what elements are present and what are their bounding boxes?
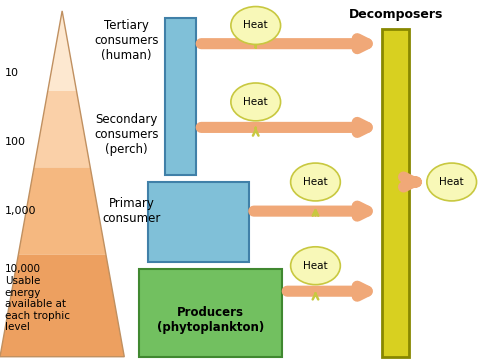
Text: Heat: Heat	[303, 261, 328, 271]
Circle shape	[291, 163, 340, 201]
Text: 100: 100	[5, 137, 26, 147]
Text: Primary
consumer: Primary consumer	[102, 197, 161, 225]
Text: Heat: Heat	[243, 97, 268, 107]
Text: Producers
(phytoplankton): Producers (phytoplankton)	[157, 306, 264, 334]
Polygon shape	[48, 11, 76, 91]
Bar	[139, 269, 282, 357]
Bar	[148, 182, 249, 262]
Polygon shape	[0, 255, 124, 357]
Text: Heat: Heat	[243, 20, 268, 31]
Text: 10,000
Usable
energy
available at
each trophic
level: 10,000 Usable energy available at each t…	[5, 265, 70, 332]
Circle shape	[231, 7, 281, 44]
Text: Tertiary
consumers
(human): Tertiary consumers (human)	[95, 19, 159, 62]
Text: Secondary
consumers
(perch): Secondary consumers (perch)	[95, 113, 159, 156]
Text: Heat: Heat	[303, 177, 328, 187]
Text: Heat: Heat	[439, 177, 464, 187]
Text: 1,000: 1,000	[5, 206, 36, 216]
Bar	[165, 18, 196, 175]
Text: Decomposers: Decomposers	[348, 8, 443, 21]
Circle shape	[427, 163, 477, 201]
Bar	[382, 29, 409, 357]
Circle shape	[231, 83, 281, 121]
Circle shape	[291, 247, 340, 285]
Polygon shape	[18, 167, 106, 255]
Text: 10: 10	[5, 68, 19, 78]
Polygon shape	[34, 91, 90, 167]
